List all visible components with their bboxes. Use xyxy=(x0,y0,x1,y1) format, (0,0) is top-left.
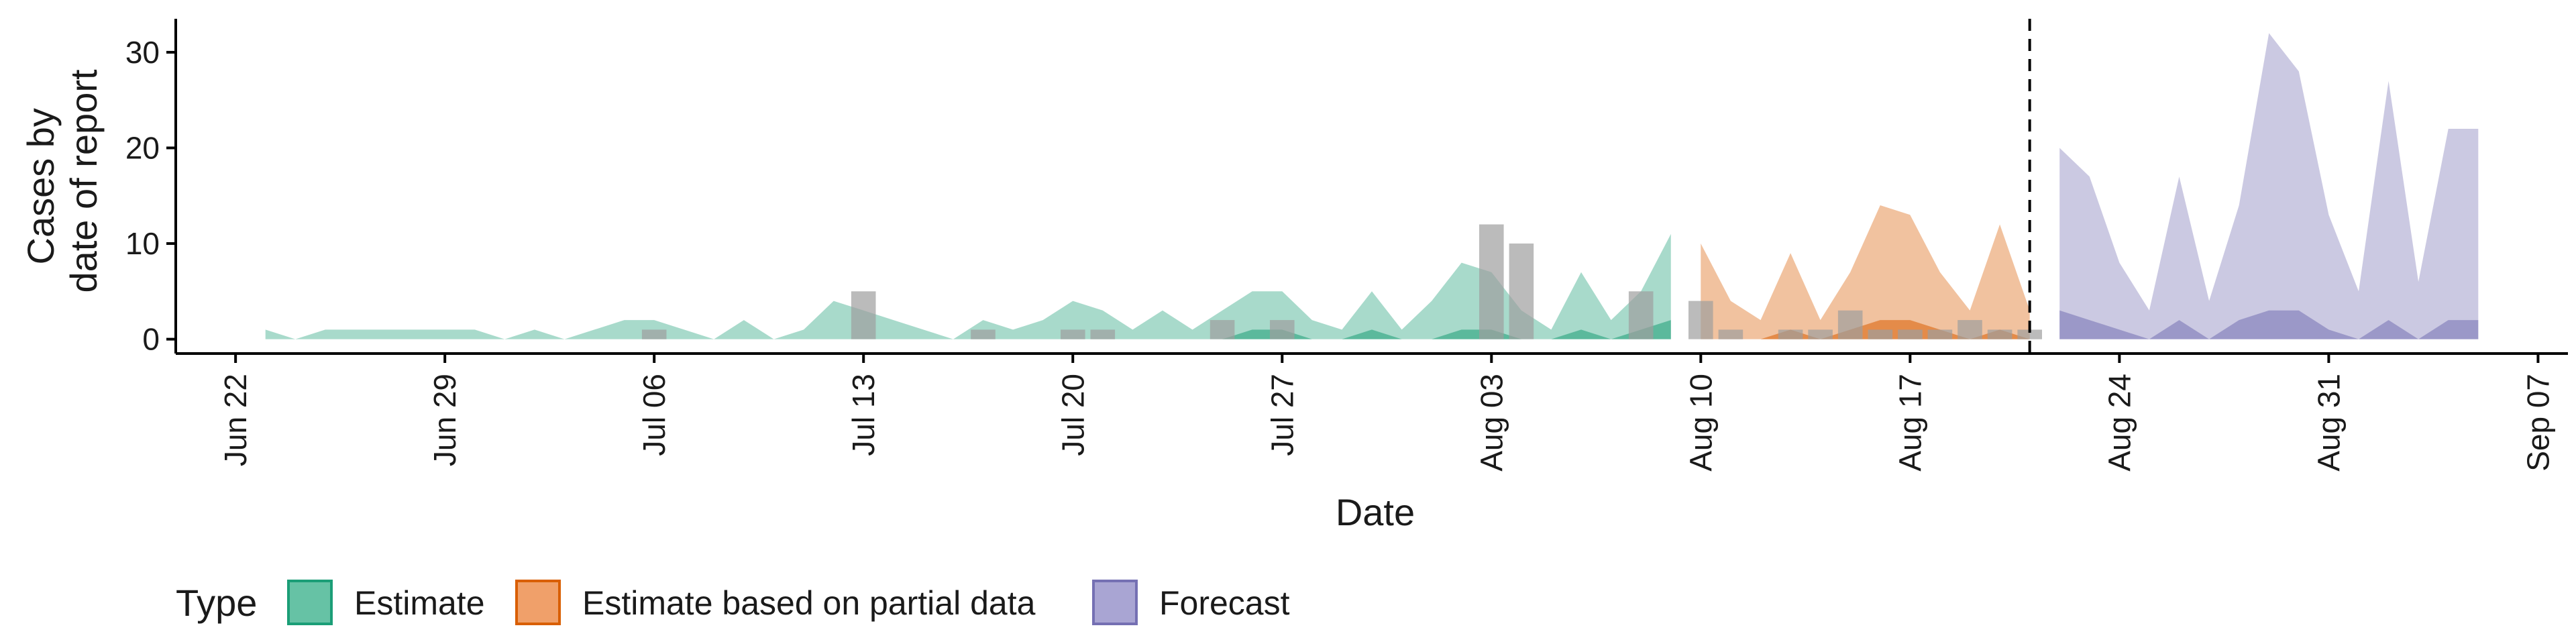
reported-cases-bar xyxy=(1808,329,1833,339)
x-tick-label: Jul 13 xyxy=(846,374,881,456)
y-tick-label: 20 xyxy=(125,130,160,165)
reported-cases-bar xyxy=(1718,329,1743,339)
y-tick-label: 10 xyxy=(125,226,160,261)
x-tick-label: Jul 27 xyxy=(1265,374,1299,456)
partial-band-90 xyxy=(1701,205,2030,339)
reported-cases-bar xyxy=(1210,320,1235,339)
legend-key-estimate xyxy=(287,580,333,625)
y-axis-title-line-2: date of report xyxy=(62,69,105,293)
reported-cases-layer xyxy=(641,224,2042,339)
legend-title: Type xyxy=(176,582,257,624)
reported-cases-bar xyxy=(1270,320,1295,339)
y-tick-label: 30 xyxy=(125,35,160,70)
estimate-band-90 xyxy=(265,233,1671,339)
reported-cases-bar xyxy=(1778,329,1803,339)
reported-cases-bar xyxy=(1898,329,1923,339)
legend-key-partial xyxy=(515,580,561,625)
y-axis-title-line-1: Cases by xyxy=(19,108,62,264)
legend-label-forecast: Forecast xyxy=(1159,584,1290,622)
x-tick-label: Jun 29 xyxy=(427,374,462,466)
y-ticks: 0 10 20 30 xyxy=(125,35,176,357)
x-tick-label: Sep 07 xyxy=(2520,374,2555,472)
forecast-band-50 xyxy=(2059,310,2479,339)
legend-key-forecast xyxy=(1092,580,1138,625)
reported-cases-bar xyxy=(1479,224,1504,339)
forecast-band-90 xyxy=(2059,33,2479,339)
legend-label-partial: Estimate based on partial data xyxy=(582,584,1036,622)
y-tick-label: 0 xyxy=(142,322,160,357)
reported-cases-bar xyxy=(1061,329,1085,339)
reported-cases-bar xyxy=(851,291,876,339)
legend-label-estimate: Estimate xyxy=(354,584,485,622)
x-axis-title: Date xyxy=(1336,491,1415,533)
reported-cases-bar xyxy=(1688,301,1713,339)
x-tick-label: Aug 24 xyxy=(2102,374,2137,472)
reported-cases-bar xyxy=(1868,329,1893,339)
reported-cases-bar xyxy=(971,329,996,339)
x-tick-label: Jun 22 xyxy=(218,374,253,466)
reported-cases-bar xyxy=(1987,329,2012,339)
legend-items: Estimate Estimate based on partial data Fo… xyxy=(287,580,1290,625)
reported-cases-bar xyxy=(1090,329,1116,339)
reported-cases-bar xyxy=(1837,310,1863,339)
bands-layer xyxy=(265,33,2479,339)
reported-cases-bar xyxy=(1628,291,1654,339)
x-tick-label: Aug 31 xyxy=(2311,374,2346,472)
reported-cases-bar xyxy=(1509,244,1534,339)
x-tick-label: Jul 20 xyxy=(1055,374,1090,456)
x-ticks: Jun 22 Jun 29 Jul 06 Jul 13 Jul 20 Jul 27 Aug … xyxy=(218,354,2555,472)
x-tick-label: Aug 03 xyxy=(1474,374,1509,472)
y-axis-title: Cases by date of report xyxy=(19,69,105,293)
reported-cases-bar xyxy=(2017,329,2042,339)
reported-cases-bar xyxy=(1957,320,1982,339)
x-tick-label: Aug 10 xyxy=(1683,374,1718,472)
axes-layer xyxy=(174,19,2568,355)
x-tick-label: Jul 06 xyxy=(637,374,672,456)
legend: Type Estimate Estimate based on partial d… xyxy=(176,580,1290,625)
reported-cases-bar xyxy=(1927,329,1953,339)
x-tick-label: Aug 17 xyxy=(1892,374,1927,472)
reported-cases-bar xyxy=(641,329,667,339)
